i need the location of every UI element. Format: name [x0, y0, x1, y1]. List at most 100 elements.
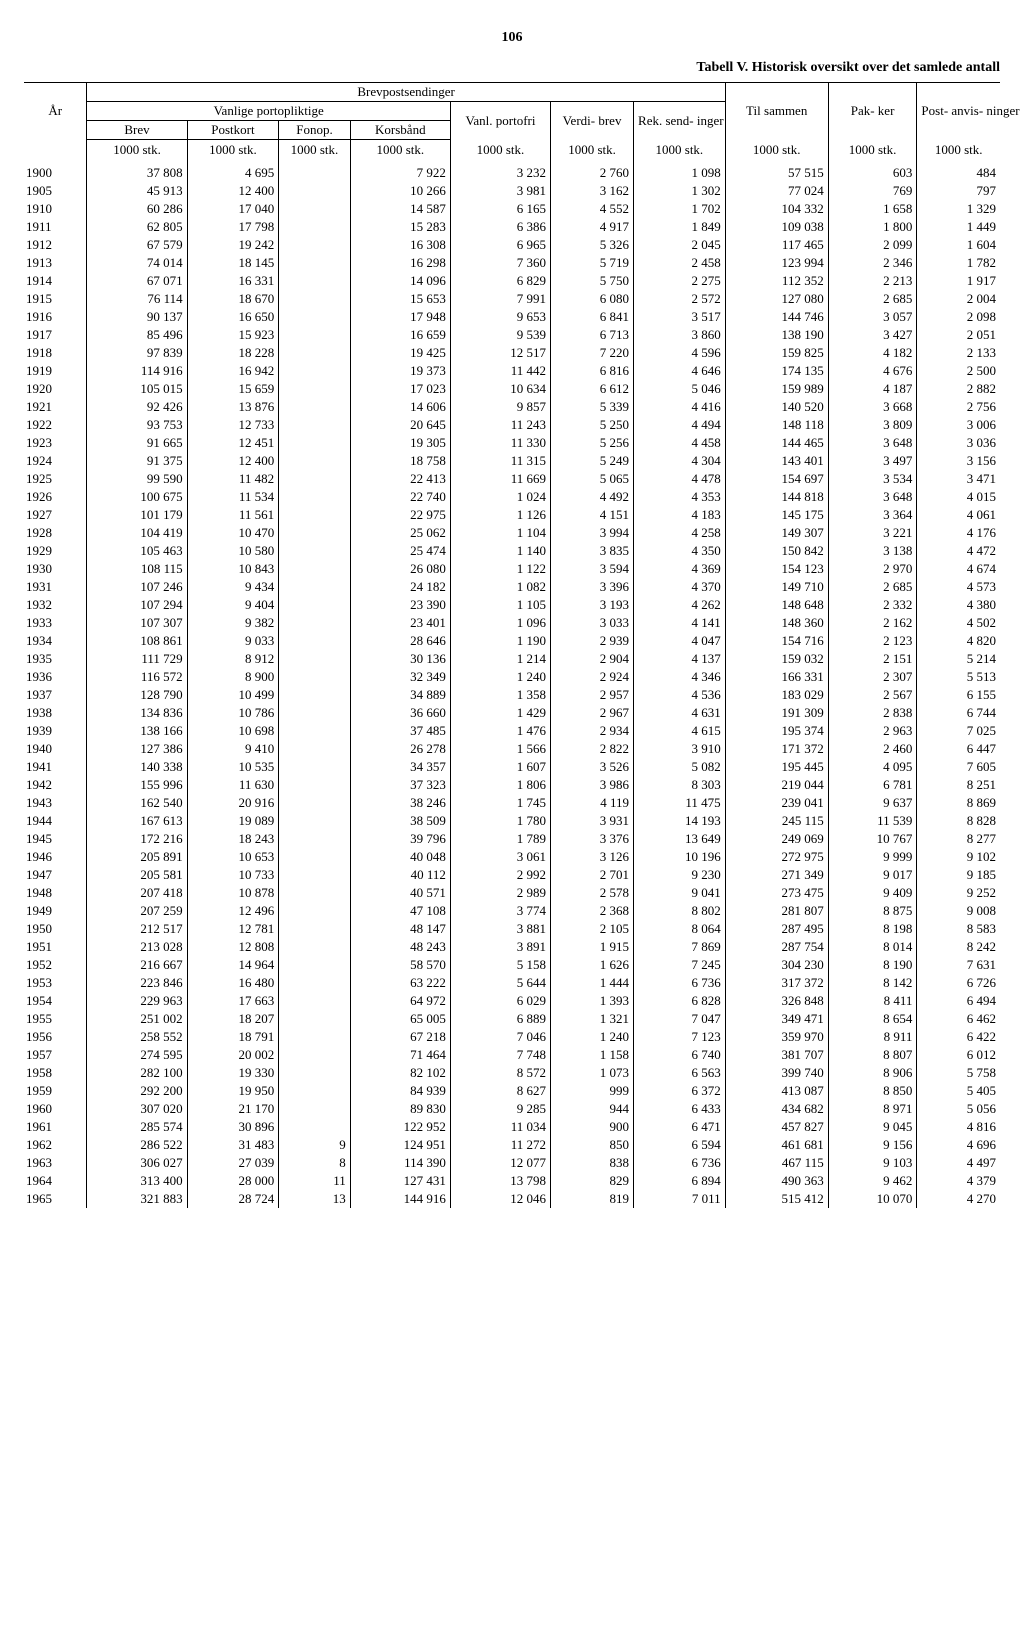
- cell: 11 561: [187, 506, 279, 524]
- cell: 1931: [24, 578, 87, 596]
- table-row: 192491 37512 40018 75811 3155 2494 30414…: [24, 452, 1000, 470]
- cell: 4 346: [634, 668, 726, 686]
- cell: 12 077: [450, 1154, 550, 1172]
- cell: 1919: [24, 362, 87, 380]
- table-row: 1964313 40028 00011127 43113 7988296 894…: [24, 1172, 1000, 1190]
- cell: 12 400: [187, 452, 279, 470]
- cell: 9 539: [450, 326, 550, 344]
- cell: 4 502: [917, 614, 1000, 632]
- cell: 104 419: [87, 524, 187, 542]
- cell: [279, 920, 351, 938]
- cell: 3 396: [551, 578, 634, 596]
- cell: 93 753: [87, 416, 187, 434]
- cell: 304 230: [725, 956, 828, 974]
- cell: [279, 560, 351, 578]
- cell: 4 141: [634, 614, 726, 632]
- cell: 6 828: [634, 992, 726, 1010]
- cell: 36 660: [350, 704, 450, 722]
- cell: 1956: [24, 1028, 87, 1046]
- cell: 3 376: [551, 830, 634, 848]
- cell: 76 114: [87, 290, 187, 308]
- cell: 2 934: [551, 722, 634, 740]
- table-row: 1957274 59520 00271 4647 7481 1586 74038…: [24, 1046, 1000, 1064]
- table-row: 1958282 10019 33082 1028 5721 0736 56339…: [24, 1064, 1000, 1082]
- cell: 2 572: [634, 290, 726, 308]
- cell: 6 165: [450, 200, 550, 218]
- page-number: 106: [24, 30, 1000, 46]
- cell: [279, 398, 351, 416]
- cell: 8 850: [828, 1082, 917, 1100]
- cell: [279, 1028, 351, 1046]
- cell: 1940: [24, 740, 87, 758]
- cell: 1922: [24, 416, 87, 434]
- cell: 12 733: [187, 416, 279, 434]
- cell: 6 155: [917, 686, 1000, 704]
- cell: 100 675: [87, 488, 187, 506]
- cell: 107 294: [87, 596, 187, 614]
- cell: [279, 200, 351, 218]
- cell: 9 185: [917, 866, 1000, 884]
- cell: 7 047: [634, 1010, 726, 1028]
- cell: [279, 1064, 351, 1082]
- cell: 19 330: [187, 1064, 279, 1082]
- cell: 2 924: [551, 668, 634, 686]
- cell: 3 534: [828, 470, 917, 488]
- cell: 8 911: [828, 1028, 917, 1046]
- cell: 10 653: [187, 848, 279, 866]
- cell: 1 082: [450, 578, 550, 596]
- cell: 287 754: [725, 938, 828, 956]
- cell: [279, 218, 351, 236]
- cell: 3 427: [828, 326, 917, 344]
- cell: 6 894: [634, 1172, 726, 1190]
- table-row: 1947205 58110 73340 1122 9922 7019 23027…: [24, 866, 1000, 884]
- cell: 10 878: [187, 884, 279, 902]
- cell: [279, 164, 351, 182]
- cell: 25 062: [350, 524, 450, 542]
- cell: 2 904: [551, 650, 634, 668]
- cell: 769: [828, 182, 917, 200]
- cell: 159 032: [725, 650, 828, 668]
- cell: 4 353: [634, 488, 726, 506]
- cell: 1 800: [828, 218, 917, 236]
- cell: 85 496: [87, 326, 187, 344]
- cell: 349 471: [725, 1010, 828, 1028]
- cell: 3 364: [828, 506, 917, 524]
- cell: [279, 722, 351, 740]
- cell: 5 513: [917, 668, 1000, 686]
- cell: 11 034: [450, 1118, 550, 1136]
- cell: 13 649: [634, 830, 726, 848]
- cell: 6 713: [551, 326, 634, 344]
- cell: 14 606: [350, 398, 450, 416]
- cell: 6 471: [634, 1118, 726, 1136]
- cell: 413 087: [725, 1082, 828, 1100]
- cell: 3 471: [917, 470, 1000, 488]
- cell: 1950: [24, 920, 87, 938]
- cell: 5 249: [551, 452, 634, 470]
- cell: 16 298: [350, 254, 450, 272]
- cell: [279, 632, 351, 650]
- table-row: 1963306 02727 0398114 39012 0778386 7364…: [24, 1154, 1000, 1172]
- table-title: Tabell V. Historisk oversikt over det sa…: [24, 60, 1000, 76]
- col-postanvis: Post- anvis- ninger: [917, 83, 1000, 140]
- cell: 3 774: [450, 902, 550, 920]
- cell: 285 574: [87, 1118, 187, 1136]
- cell: 4 187: [828, 380, 917, 398]
- cell: 3 526: [551, 758, 634, 776]
- cell: 11 442: [450, 362, 550, 380]
- cell: 3 648: [828, 488, 917, 506]
- cell: 9 102: [917, 848, 1000, 866]
- cell: 108 861: [87, 632, 187, 650]
- cell: 5 750: [551, 272, 634, 290]
- cell: 17 663: [187, 992, 279, 1010]
- cell: 4 596: [634, 344, 726, 362]
- cell: 20 645: [350, 416, 450, 434]
- cell: [279, 668, 351, 686]
- cell: [279, 434, 351, 452]
- cell: 1965: [24, 1190, 87, 1208]
- cell: 1943: [24, 794, 87, 812]
- cell: 7 869: [634, 938, 726, 956]
- cell: 8 411: [828, 992, 917, 1010]
- cell: 74 014: [87, 254, 187, 272]
- cell: 11 330: [450, 434, 550, 452]
- cell: [279, 1100, 351, 1118]
